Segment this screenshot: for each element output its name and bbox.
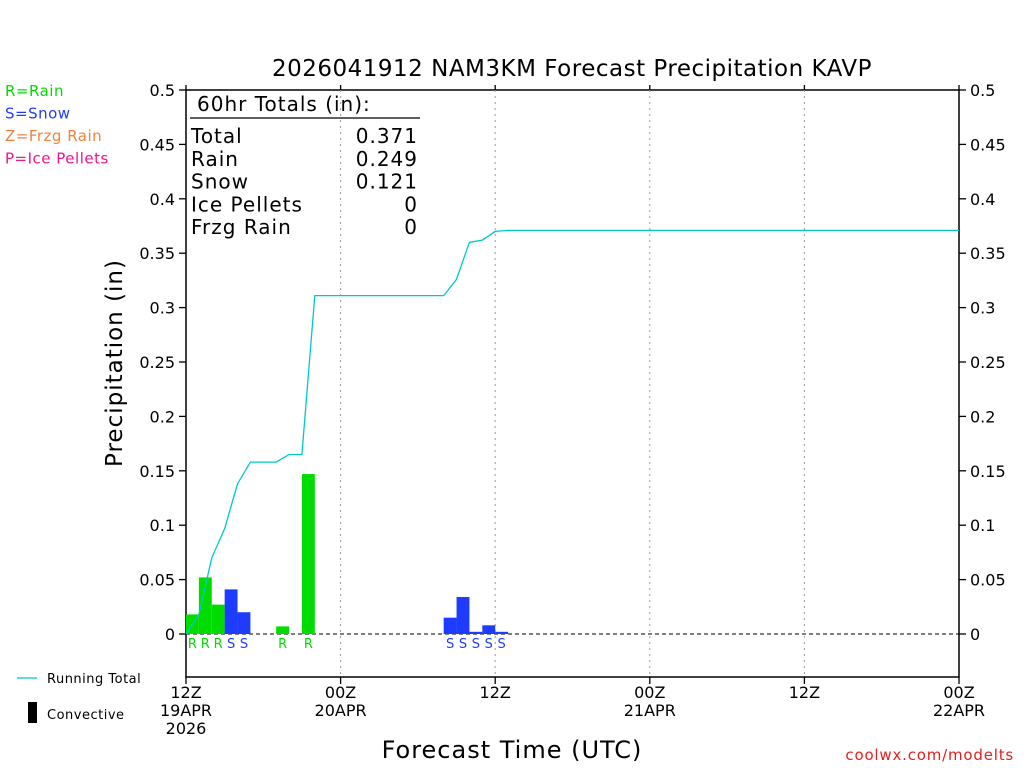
precip-type-marker: S <box>240 637 248 652</box>
x-tick-label: 20APR <box>315 701 367 720</box>
precip-bar <box>495 631 509 634</box>
x-tick-label: 00Z <box>634 683 665 702</box>
precip-type-marker: S <box>485 637 493 652</box>
precip-type-marker: S <box>446 637 454 652</box>
precip-bar <box>456 597 470 634</box>
y-tick-label-right: 0.5 <box>970 81 995 100</box>
x-tick-label: 19APR <box>160 701 212 720</box>
precip-bar <box>224 589 238 634</box>
totals-row-value: 0.371 <box>356 124 418 148</box>
x-tick-label: 12Z <box>789 683 820 702</box>
y-tick-label-left: 0.25 <box>139 353 175 372</box>
y-tick-label-left: 0.4 <box>150 190 175 209</box>
convective-legend-swatch <box>28 702 37 723</box>
precip-bar <box>443 617 457 634</box>
y-tick-label-left: 0.45 <box>139 135 175 154</box>
y-axis-left: 0.5 0.45 0.4 0.35 0.3 0.25 0.2 0.15 0.1 0.05 0 <box>139 81 186 644</box>
running-total-legend-label: Running Total <box>47 672 141 687</box>
precip-type-legend: R=Rain S=Snow Z=Frzg Rain P=Ice Pellets <box>5 82 109 168</box>
legend-s-label: S=Snow <box>5 105 71 123</box>
x-axis-label: Forecast Time (UTC) <box>382 736 643 764</box>
x-tick-label: 12Z <box>480 683 511 702</box>
totals-row-label: Snow <box>191 170 249 194</box>
totals-row-value: 0 <box>404 192 418 216</box>
totals-row-value: 0.121 <box>356 170 418 194</box>
y-tick-label-left: 0.5 <box>150 81 175 100</box>
y-tick-label-right: 0 <box>970 625 980 644</box>
precip-bar <box>276 626 290 634</box>
precip-type-marker: S <box>472 637 480 652</box>
precip-type-marker: R <box>304 637 313 652</box>
totals-rows: Total 0.371 Rain 0.249 Snow 0.121 Ice Pellets 0… <box>190 124 418 239</box>
running-total-line <box>185 229 959 635</box>
y-tick-label-left: 0.3 <box>150 299 175 318</box>
totals-row-value: 0.249 <box>356 147 418 171</box>
y-tick-label-right: 0.3 <box>970 299 995 318</box>
x-tick-label: 00Z <box>325 683 356 702</box>
totals-box: 60hr Totals (in): Total 0.371 Rain 0.249 Sno… <box>190 92 420 239</box>
y-tick-label-right: 0.45 <box>970 135 1006 154</box>
precip-bar <box>482 625 496 634</box>
totals-row-label: Frzg Rain <box>191 215 292 239</box>
precip-type-marker: R <box>214 637 223 652</box>
precip-bar <box>469 631 483 634</box>
y-tick-label-right: 0.4 <box>970 190 995 209</box>
precip-bar <box>301 474 315 634</box>
y-tick-label-left: 0.15 <box>139 462 175 481</box>
legend-z-label: Z=Frzg Rain <box>5 127 102 145</box>
precip-bar <box>211 604 225 634</box>
y-tick-label-left: 0 <box>165 625 175 644</box>
precip-bar <box>198 577 212 634</box>
y-tick-label-left: 0.05 <box>139 571 175 590</box>
totals-row-label: Rain <box>191 147 239 171</box>
x-tick-label: 22APR <box>933 701 985 720</box>
chart-title: 2026041912 NAM3KM Forecast Precipitation… <box>272 56 872 82</box>
totals-row-label: Ice Pellets <box>191 192 303 216</box>
plot-frame <box>185 89 960 678</box>
y-tick-label-right: 0.05 <box>970 571 1006 590</box>
totals-row-value: 0 <box>404 215 418 239</box>
legend-p-label: P=Ice Pellets <box>5 150 109 168</box>
totals-row-label: Total <box>190 124 243 148</box>
precip-type-marker: R <box>278 637 287 652</box>
y-axis-label: Precipitation (in) <box>102 259 128 467</box>
y-tick-label-left: 0.1 <box>150 516 175 535</box>
convective-legend-label: Convective <box>47 708 125 723</box>
y-tick-label-right: 0.15 <box>970 462 1006 481</box>
y-tick-label-right: 0.1 <box>970 516 995 535</box>
precip-type-marker: R <box>201 637 210 652</box>
x-tick-label: 2026 <box>166 719 207 738</box>
vertical-gridlines <box>340 90 805 677</box>
x-tick-label: 21APR <box>624 701 676 720</box>
precip-bar <box>237 612 251 634</box>
site-credit: coolwx.com/modelts <box>845 746 1014 764</box>
precip-type-marker: S <box>227 637 235 652</box>
x-tick-label: 12Z <box>170 683 201 702</box>
y-tick-label-right: 0.2 <box>970 407 995 426</box>
precip-type-marker: S <box>498 637 506 652</box>
totals-header: 60hr Totals (in): <box>197 92 371 116</box>
y-tick-label-right: 0.35 <box>970 244 1006 263</box>
y-tick-label-left: 0.2 <box>150 407 175 426</box>
bottom-legend: Running Total Convective <box>17 672 141 723</box>
x-tick-label: 00Z <box>943 683 974 702</box>
y-axis-right: 0.5 0.45 0.4 0.35 0.3 0.25 0.2 0.15 0.1 0.05 0 <box>959 81 1006 644</box>
precip-type-marker: R <box>188 637 197 652</box>
y-tick-label-left: 0.35 <box>139 244 175 263</box>
y-tick-label-right: 0.25 <box>970 353 1006 372</box>
precip-type-marker: S <box>459 637 467 652</box>
legend-r-label: R=Rain <box>5 82 64 100</box>
precip-bars <box>186 474 509 634</box>
